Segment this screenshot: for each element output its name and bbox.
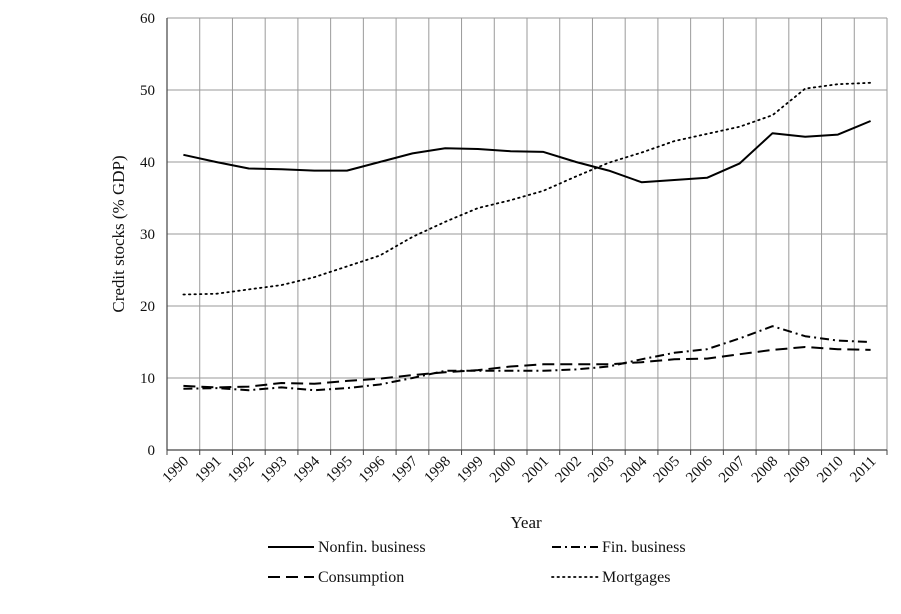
y-tick-label: 30 [140,227,155,243]
chart-legend: Nonfin. business Fin. business Consumption… [268,539,686,586]
y-tick-label: 20 [140,299,155,315]
x-tick-label: 2003 [585,454,618,487]
y-axis-title: Credit stocks (% GDP) [109,155,128,312]
y-tick-label: 50 [140,83,155,99]
x-tick-label: 2006 [683,453,716,486]
x-tick-label: 2010 [814,454,847,487]
x-tick-label: 2005 [651,454,684,487]
y-tick-label: 60 [140,11,155,27]
legend-label: Consumption [318,569,404,586]
x-tick-label: 1995 [323,454,356,487]
series-lines [182,81,872,392]
x-tick-label: 1991 [192,454,225,487]
x-tick-label: 1993 [258,454,291,487]
x-tick-label: 1998 [421,454,454,487]
x-tick-label: 2011 [847,454,879,486]
y-tick-label: 10 [140,371,155,387]
series-line-1 [183,325,871,392]
chart-gridlines [166,17,888,455]
x-tick-label: 2008 [749,454,782,487]
x-tick-label: 1997 [389,453,422,486]
x-axis-tick-labels: 1990 1991 1992 1993 1994 1995 1996 1997 1998 1999… [160,453,880,486]
x-tick-label: 1996 [356,453,389,486]
series-line-2 [183,346,871,389]
x-tick-label: 2004 [618,453,651,486]
x-tick-label: 2002 [552,454,585,487]
x-tick-label: 1990 [160,454,193,487]
series-line-0 [183,120,871,184]
y-tick-label: 0 [148,443,156,459]
legend-label: Mortgages [602,569,670,586]
x-tick-label: 1999 [454,454,487,487]
x-tick-label: 1994 [291,453,324,486]
x-tick-label: 2009 [781,454,814,487]
x-tick-label: 2000 [487,454,520,487]
x-tick-label: 2007 [716,453,749,486]
x-axis-title: Year [510,513,542,532]
series-line-3 [182,81,872,296]
legend-label: Nonfin. business [318,539,426,556]
x-tick-label: 1992 [225,454,258,487]
x-tick-label: 2001 [520,454,553,487]
legend-label: Fin. business [602,539,686,556]
y-axis-tick-labels: 0 10 20 30 40 50 60 [140,11,155,459]
y-tick-label: 40 [140,155,155,171]
